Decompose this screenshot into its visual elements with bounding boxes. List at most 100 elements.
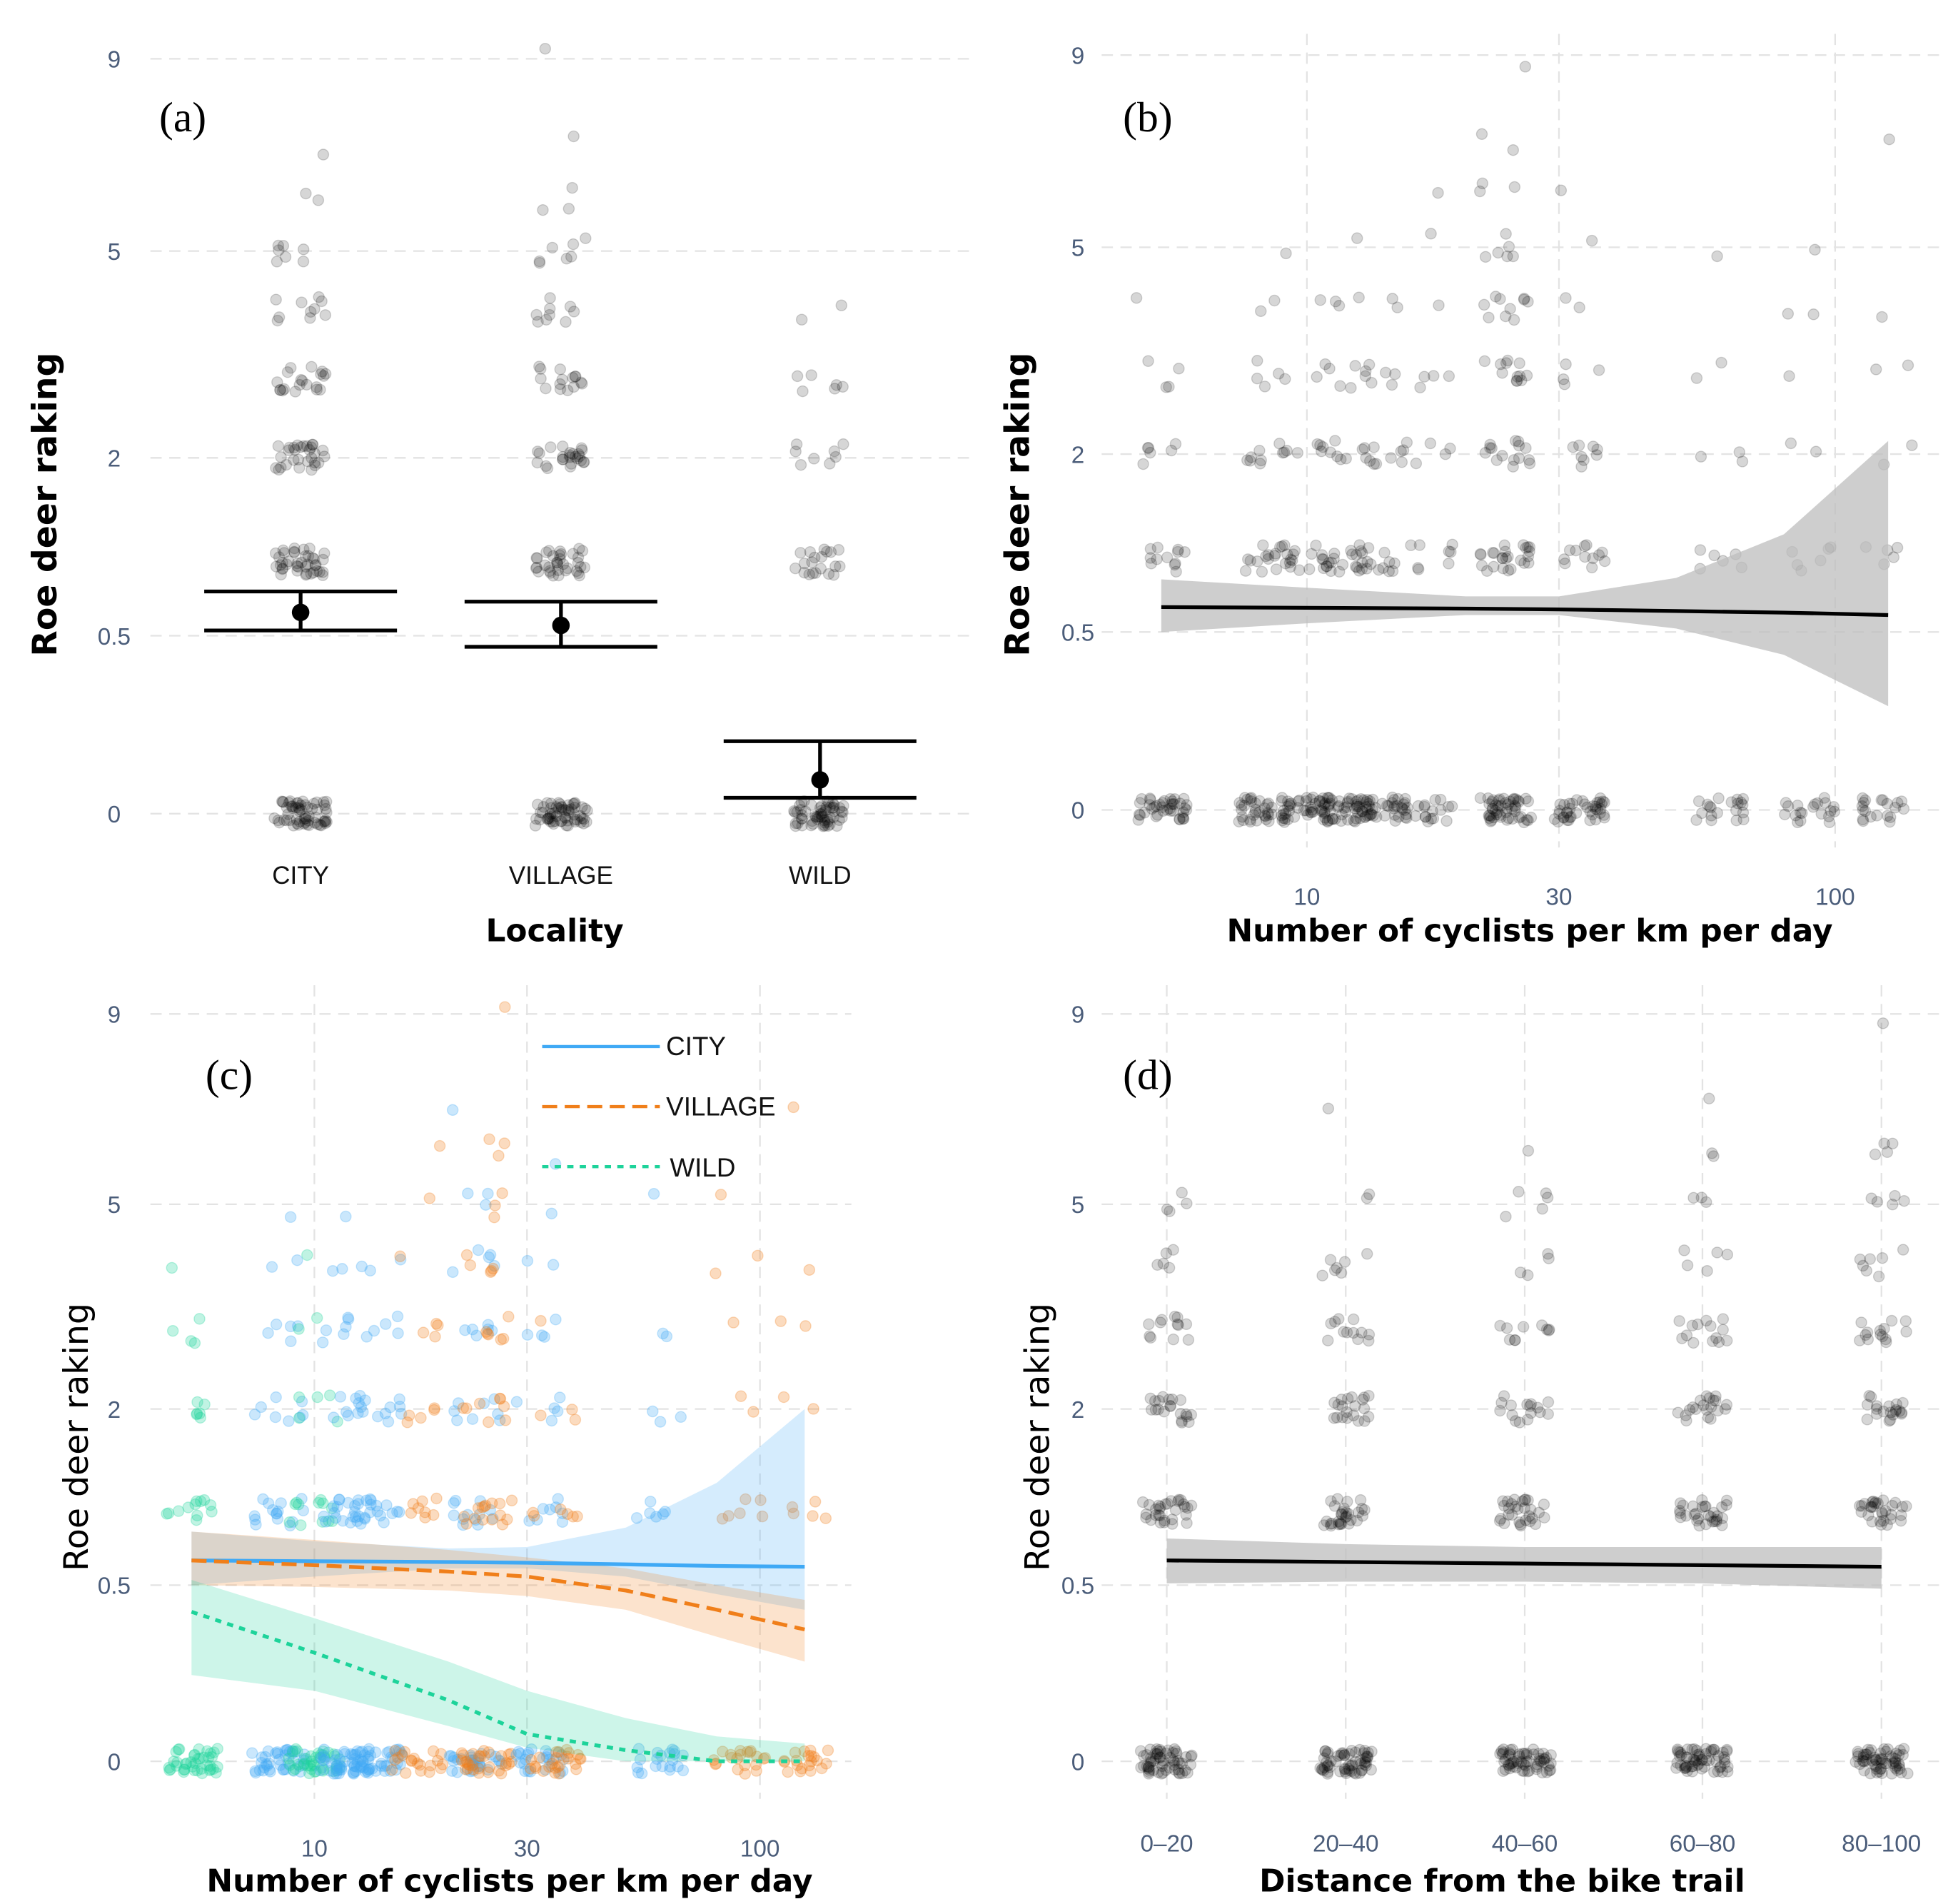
data-point [455, 1747, 468, 1759]
data-point [829, 560, 842, 573]
data-point [822, 813, 834, 826]
data-point [1497, 562, 1509, 575]
data-point [717, 1746, 729, 1758]
data-point [1705, 1413, 1717, 1425]
data-point [1892, 797, 1904, 809]
data-point [1513, 370, 1526, 383]
data-point [250, 1766, 262, 1779]
data-point [561, 1508, 574, 1520]
data-point [1561, 806, 1573, 818]
data-point [291, 1745, 303, 1758]
data-point [460, 1756, 473, 1768]
data-point [1857, 804, 1869, 816]
data-point [1442, 800, 1455, 813]
data-point [1585, 561, 1598, 574]
data-point [1883, 133, 1895, 146]
data-point [1356, 563, 1368, 575]
data-point [1560, 807, 1573, 820]
mean-point [291, 603, 310, 622]
data-point [423, 1766, 435, 1778]
data-point [298, 812, 311, 825]
data-point [330, 1762, 343, 1775]
data-point [1236, 803, 1248, 816]
data-point [1316, 553, 1328, 565]
data-point [300, 1753, 312, 1765]
data-point [394, 1250, 406, 1263]
data-point [496, 1187, 508, 1199]
data-point [268, 812, 281, 825]
data-point [835, 299, 848, 311]
data-point [357, 1755, 369, 1768]
data-point [543, 812, 556, 825]
data-point [320, 802, 332, 815]
y-tick-label: 0.5 [98, 624, 131, 650]
data-point [295, 804, 308, 816]
data-point [1894, 1744, 1906, 1757]
data-point [493, 1755, 506, 1768]
data-point [1485, 815, 1497, 827]
data-point [735, 1390, 747, 1402]
data-point [547, 570, 560, 582]
data-point [1869, 1148, 1882, 1161]
data-point [266, 1261, 278, 1273]
data-point [563, 449, 576, 462]
data-point [381, 1746, 393, 1759]
data-point [1696, 1753, 1709, 1766]
overall-fit-line [1161, 605, 1889, 618]
data-point [188, 1748, 201, 1761]
data-point [1495, 358, 1507, 371]
data-point [1881, 797, 1894, 810]
data-point [1496, 552, 1509, 565]
data-point [1370, 458, 1383, 470]
data-point [1809, 798, 1821, 810]
data-point [1540, 1751, 1553, 1764]
data-point [1335, 815, 1348, 827]
data-point [1412, 563, 1425, 575]
data-point [647, 1187, 660, 1200]
data-point [1794, 806, 1807, 819]
data-point [789, 445, 802, 458]
data-point [1255, 305, 1267, 318]
data-point [1338, 1256, 1351, 1268]
data-point [1356, 443, 1369, 455]
data-point [306, 802, 318, 815]
data-point [356, 1746, 368, 1758]
data-point [1258, 810, 1271, 822]
data-point [1170, 1745, 1182, 1758]
data-point [1136, 1496, 1149, 1508]
data-point [1584, 805, 1596, 818]
data-point [1496, 552, 1508, 564]
data-point [533, 256, 546, 269]
data-point [1165, 805, 1177, 817]
data-point [1176, 1187, 1188, 1199]
data-point [298, 543, 310, 555]
data-point [466, 1323, 479, 1336]
data-point [1868, 1758, 1880, 1771]
data-point [1440, 815, 1453, 827]
data-point [417, 1326, 430, 1339]
data-point [1353, 800, 1366, 813]
data-point [1385, 452, 1397, 464]
data-point [1861, 1414, 1874, 1426]
data-point [1165, 1495, 1177, 1507]
data-point [1587, 440, 1600, 453]
data-point [533, 1751, 546, 1763]
data-point [281, 558, 293, 570]
data-point [326, 1515, 338, 1527]
data-point [1143, 1766, 1155, 1778]
data-point [1710, 1513, 1722, 1526]
data-point [1580, 539, 1593, 551]
data-point [490, 1751, 502, 1763]
data-point [824, 546, 837, 558]
data-point [1178, 792, 1190, 805]
data-point [568, 802, 581, 814]
data-point [1737, 813, 1750, 826]
data-point [1318, 807, 1331, 820]
data-point [837, 381, 849, 393]
data-point [1694, 544, 1707, 556]
data-point [548, 807, 561, 820]
data-point [1241, 793, 1253, 806]
data-point [446, 1104, 459, 1117]
data-point [1538, 1498, 1550, 1511]
data-point [1334, 380, 1346, 392]
